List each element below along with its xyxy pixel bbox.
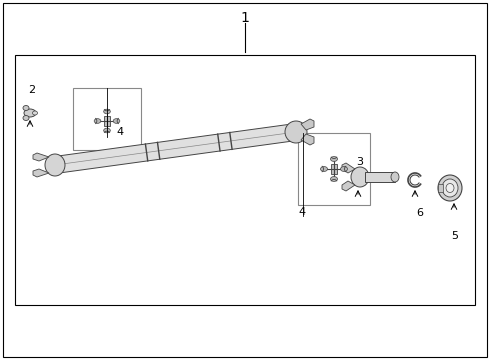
Polygon shape <box>33 153 49 161</box>
Polygon shape <box>54 123 297 174</box>
Bar <box>331 164 337 174</box>
Ellipse shape <box>104 128 110 133</box>
Ellipse shape <box>442 179 458 197</box>
Text: 5: 5 <box>451 231 459 241</box>
Bar <box>15 55 475 305</box>
Ellipse shape <box>23 105 29 111</box>
Ellipse shape <box>45 154 65 176</box>
Ellipse shape <box>113 119 120 123</box>
Ellipse shape <box>24 109 36 117</box>
Ellipse shape <box>32 111 38 115</box>
Ellipse shape <box>94 119 101 123</box>
Ellipse shape <box>330 157 338 161</box>
Text: 1: 1 <box>241 11 249 25</box>
Ellipse shape <box>23 116 29 121</box>
Text: 6: 6 <box>416 208 423 218</box>
Polygon shape <box>33 169 49 177</box>
Text: 2: 2 <box>28 85 36 95</box>
Ellipse shape <box>438 175 462 201</box>
Polygon shape <box>301 119 314 130</box>
Text: 3: 3 <box>357 157 364 167</box>
Ellipse shape <box>446 184 454 193</box>
Polygon shape <box>342 181 355 191</box>
Ellipse shape <box>320 167 327 171</box>
Bar <box>73 88 141 150</box>
Ellipse shape <box>104 109 110 114</box>
Ellipse shape <box>341 167 347 171</box>
Text: 4: 4 <box>298 207 305 217</box>
Bar <box>298 133 370 205</box>
Bar <box>438 184 443 192</box>
Text: 4: 4 <box>117 127 123 137</box>
Bar <box>365 172 395 182</box>
Bar <box>104 116 110 126</box>
Ellipse shape <box>391 172 399 182</box>
Ellipse shape <box>330 176 338 181</box>
Ellipse shape <box>351 167 369 187</box>
Polygon shape <box>342 163 355 173</box>
Polygon shape <box>301 134 314 145</box>
Ellipse shape <box>285 121 307 143</box>
